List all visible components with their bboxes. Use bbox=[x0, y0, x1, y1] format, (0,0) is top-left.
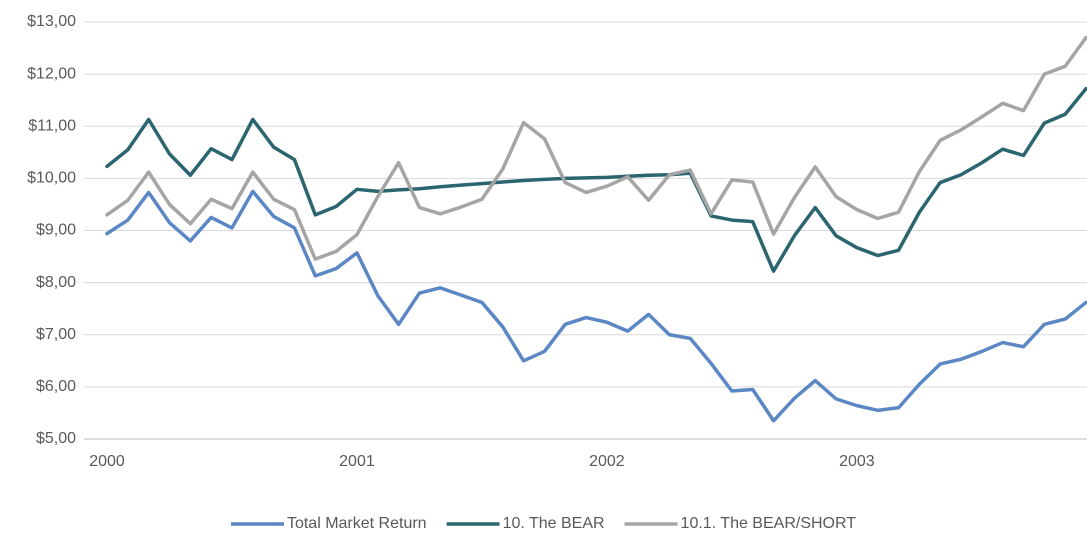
legend-label: 10. The BEAR bbox=[503, 515, 605, 532]
y-tick-label: $13,00 bbox=[27, 13, 76, 30]
series-line bbox=[105, 86, 1087, 273]
y-tick-label: $6,00 bbox=[36, 378, 76, 395]
y-tick-label: $9,00 bbox=[36, 222, 76, 239]
legend-label: Total Market Return bbox=[287, 515, 427, 532]
x-tick-label: 2000 bbox=[89, 453, 125, 470]
y-tick-label: $7,00 bbox=[36, 326, 76, 343]
y-tick-label: $8,00 bbox=[36, 274, 76, 291]
legend-label: 10.1. The BEAR/SHORT bbox=[681, 515, 857, 532]
series-line bbox=[105, 35, 1087, 261]
y-tick-label: $5,00 bbox=[36, 430, 76, 447]
x-tick-label: 2002 bbox=[589, 453, 625, 470]
x-tick-label: 2003 bbox=[839, 453, 875, 470]
series-line bbox=[105, 189, 1087, 423]
x-tick-label: 2001 bbox=[339, 453, 375, 470]
y-tick-label: $10,00 bbox=[27, 170, 76, 187]
y-tick-label: $12,00 bbox=[27, 65, 76, 82]
y-tick-label: $11,00 bbox=[28, 117, 76, 134]
